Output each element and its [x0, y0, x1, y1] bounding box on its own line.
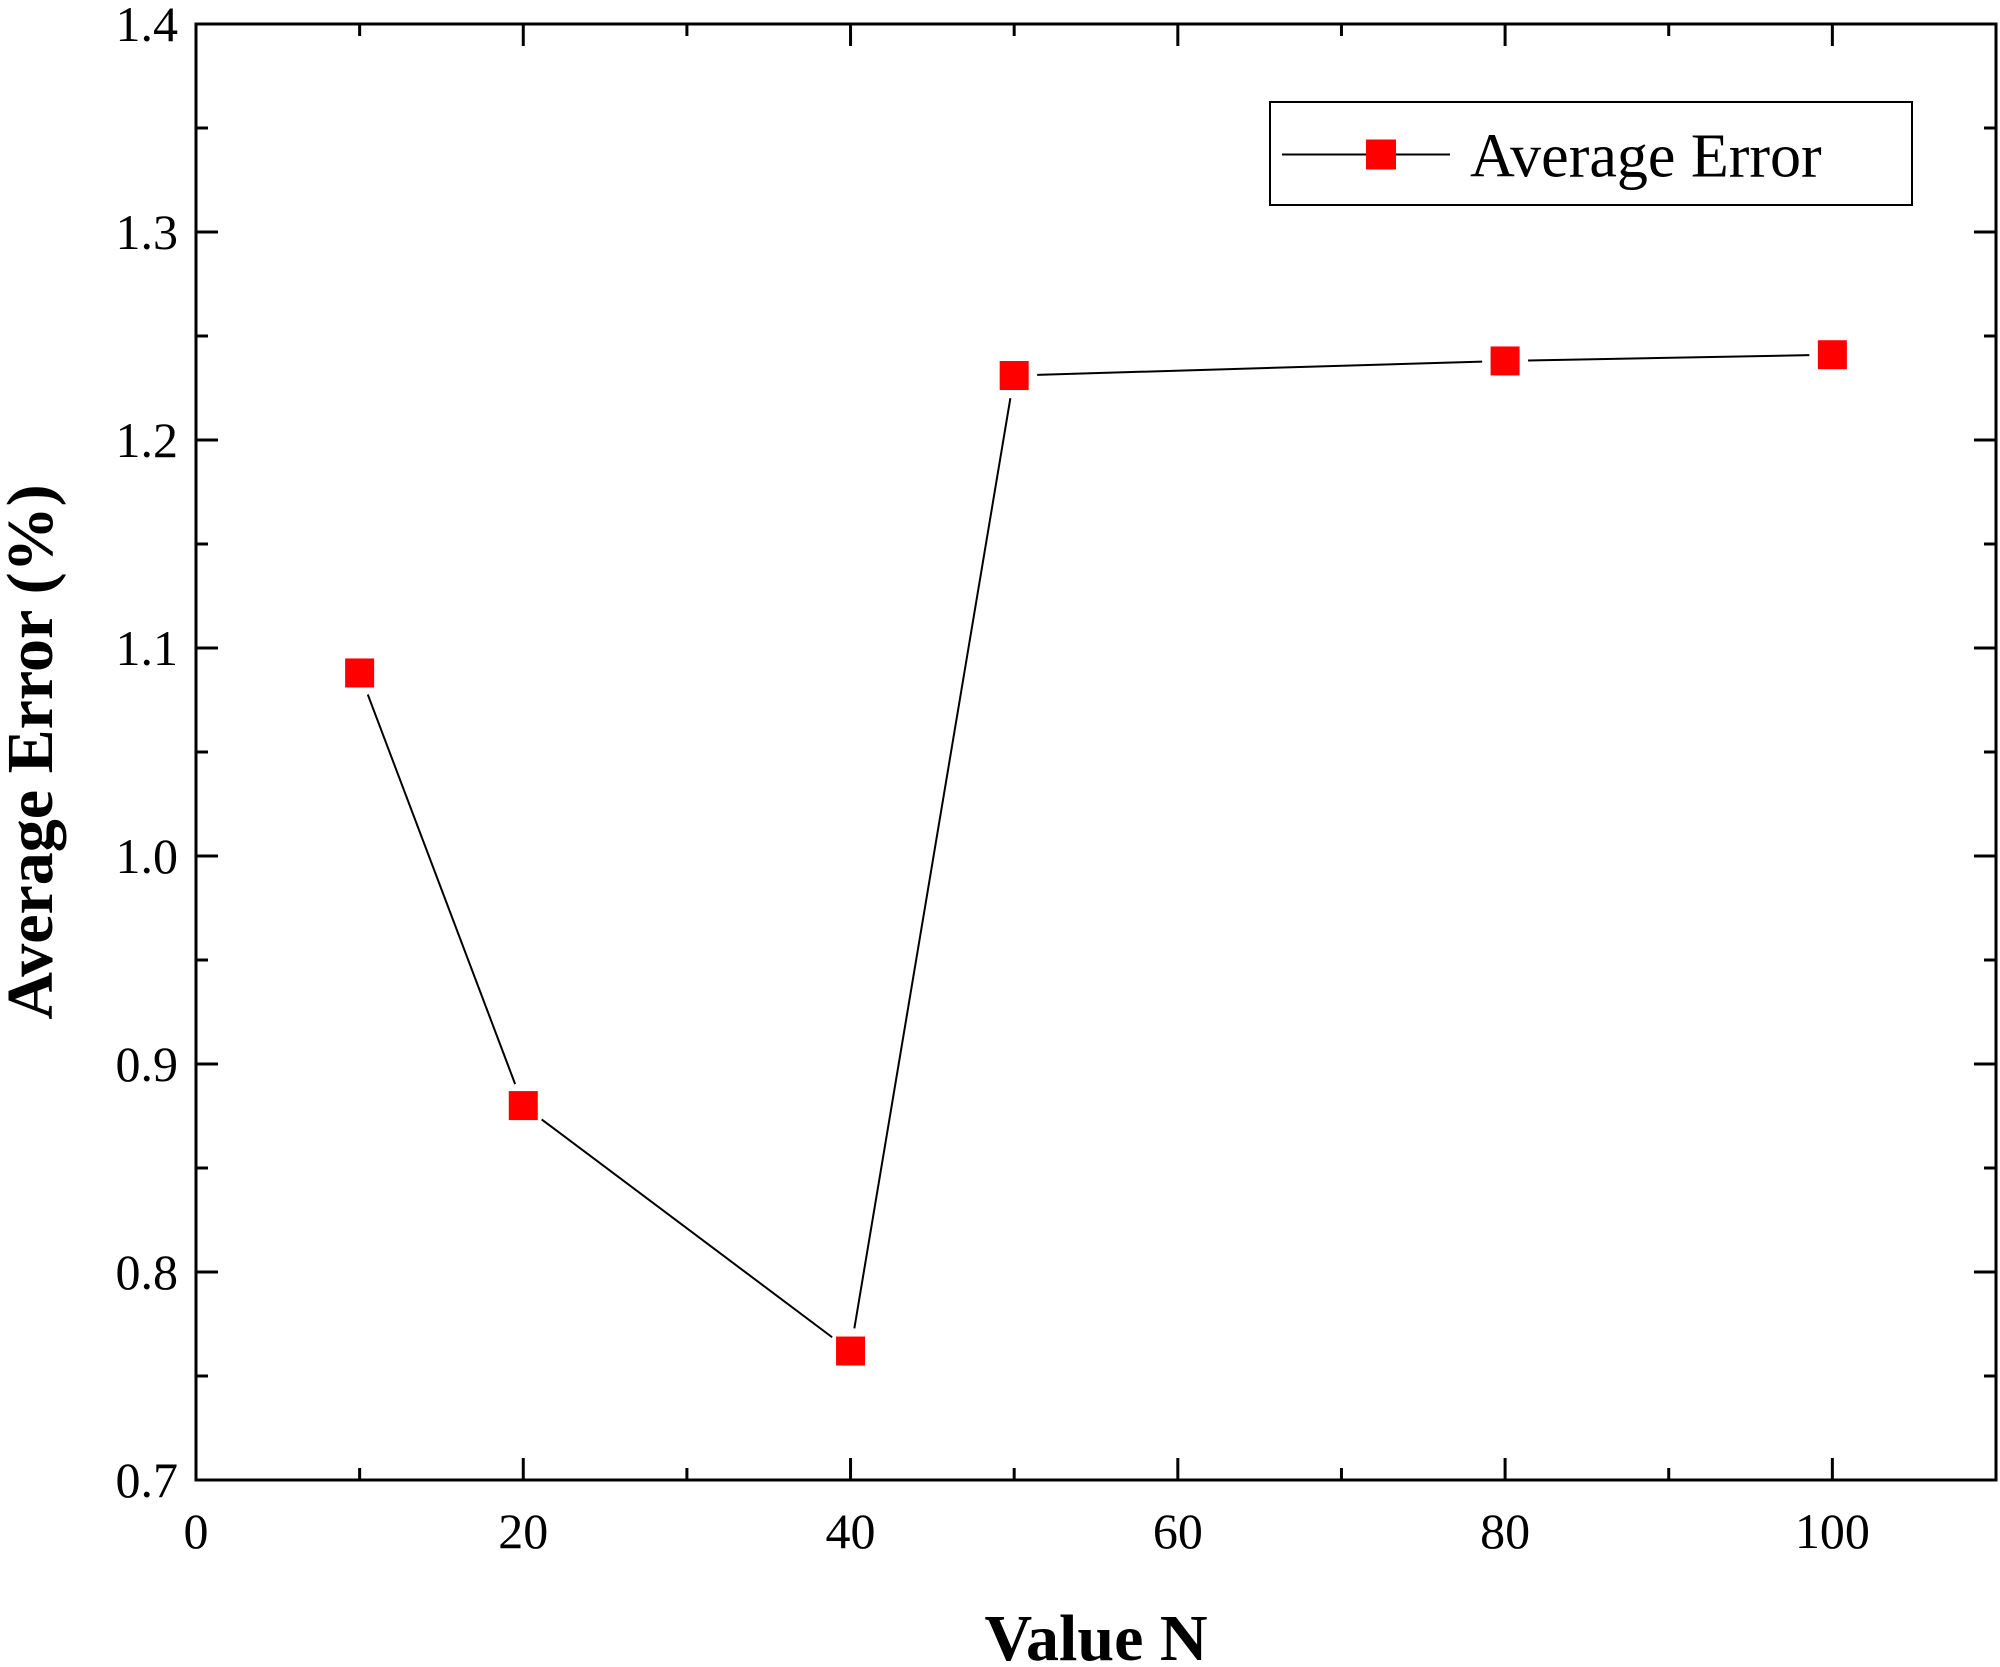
y-tick-label: 1.3	[116, 204, 179, 260]
data-point-marker	[507, 1090, 539, 1122]
y-tick-label: 0.8	[116, 1244, 179, 1300]
y-tick-label: 1.0	[116, 828, 179, 884]
series-line-segment	[366, 694, 517, 1085]
legend-marker	[1366, 139, 1396, 170]
data-point-marker	[344, 657, 376, 689]
y-tick-label: 0.9	[116, 1036, 179, 1092]
x-tick-label: 20	[498, 1503, 548, 1559]
data-point-marker	[1816, 339, 1848, 371]
y-tick-label: 1.1	[116, 620, 179, 676]
x-axis-title: Value N	[984, 1602, 1207, 1667]
series-line-segment	[853, 398, 1012, 1329]
x-tick-label: 100	[1795, 1503, 1870, 1559]
plot-frame	[194, 22, 1998, 1482]
x-tick-label: 60	[1153, 1503, 1203, 1559]
series-line-segment	[1037, 360, 1483, 376]
data-point-marker	[998, 360, 1030, 392]
y-tick-label: 1.4	[116, 0, 179, 52]
data-point-marker	[835, 1335, 867, 1367]
x-tick-label: 80	[1480, 1503, 1530, 1559]
data-point-marker	[1489, 345, 1521, 377]
y-axis-title: Average Error (%)	[0, 484, 67, 1019]
series-line-segment	[541, 1118, 833, 1339]
y-tick-label: 1.2	[116, 412, 179, 468]
x-tick-label: 0	[184, 1503, 209, 1559]
x-tick-label: 40	[826, 1503, 876, 1559]
series-line-segment	[1528, 354, 1810, 362]
legend-label: Average Error	[1470, 123, 1822, 191]
y-tick-label: 0.7	[116, 1452, 179, 1508]
